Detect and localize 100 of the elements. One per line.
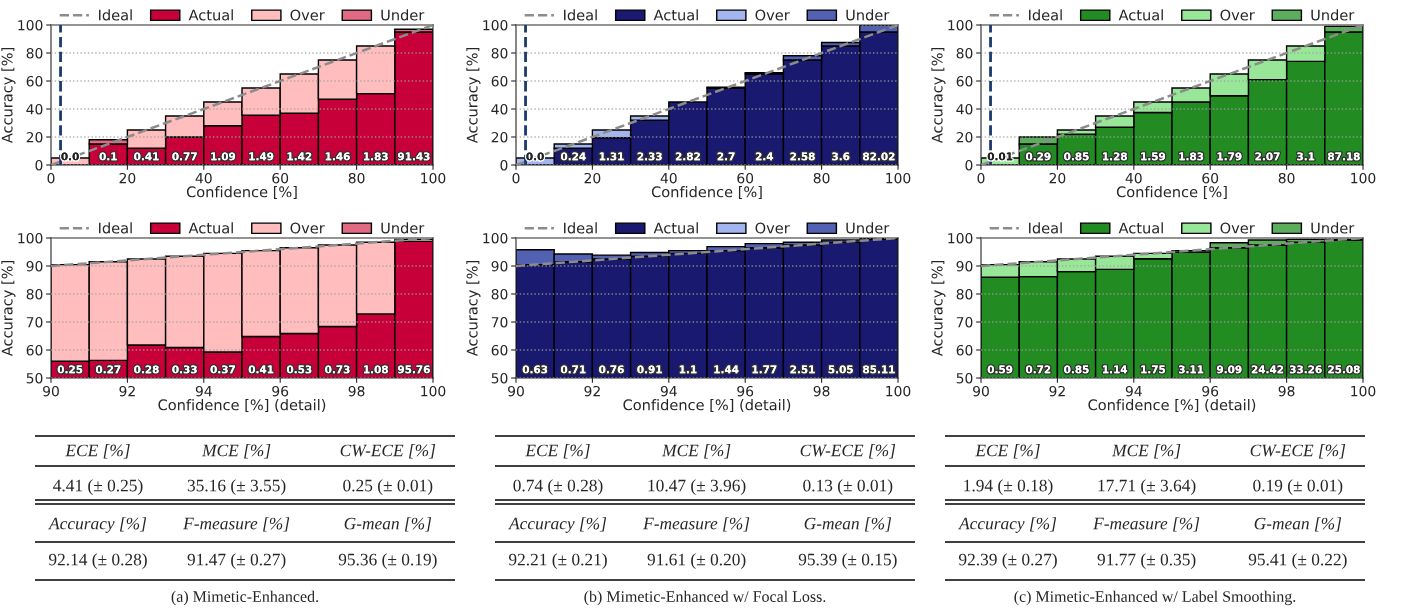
legend-label: Over bbox=[290, 222, 325, 234]
x-tick-label: 20 bbox=[1049, 172, 1066, 184]
text: ECE [%] bbox=[975, 444, 1040, 459]
x-tick-label: 100 bbox=[886, 172, 911, 184]
x-tick-label: 80 bbox=[348, 172, 365, 184]
x-tick-label: 98 bbox=[813, 385, 830, 397]
y-tick-label: 50 bbox=[491, 372, 508, 384]
annotation: 0.0 bbox=[526, 152, 544, 161]
annotation: 0.41 bbox=[134, 152, 159, 161]
text: G-mean [%] bbox=[804, 517, 892, 532]
annotation: 2.82 bbox=[675, 152, 700, 161]
text: 92.14 (± 0.28) bbox=[48, 553, 147, 569]
annotation: 33.26 bbox=[1289, 365, 1322, 374]
annotation: 1.79 bbox=[1217, 152, 1242, 161]
text: 91.61 (± 0.20) bbox=[647, 553, 746, 569]
text: 10.47 (± 3.96) bbox=[648, 479, 746, 495]
y-tick-label: 80 bbox=[26, 47, 43, 59]
legend-label: Over bbox=[290, 9, 325, 21]
y-tick-label: 60 bbox=[956, 75, 973, 87]
annotation: 1.49 bbox=[249, 152, 274, 161]
annotation: 2.51 bbox=[790, 365, 815, 374]
annotation: 5.05 bbox=[828, 365, 853, 374]
legend-label: Ideal bbox=[564, 9, 597, 21]
y-tick-label: 90 bbox=[491, 260, 508, 272]
text: 95.41 (± 0.22) bbox=[1248, 553, 1347, 569]
annotation: 1.77 bbox=[752, 365, 777, 374]
legend-label: Under bbox=[381, 222, 425, 234]
annotation: 0.28 bbox=[134, 365, 159, 374]
legend-label: Actual bbox=[188, 9, 233, 21]
x-tick-label: 100 bbox=[421, 385, 446, 397]
annotation: 2.58 bbox=[790, 152, 815, 161]
annotation: 82.02 bbox=[863, 152, 895, 161]
text: Accuracy [%] bbox=[48, 517, 147, 533]
legend-label: Under bbox=[1311, 9, 1355, 21]
legend-label: Under bbox=[846, 222, 890, 234]
x-tick-label: 100 bbox=[1351, 172, 1376, 184]
y-tick-label: 0 bbox=[35, 159, 43, 171]
legend-label: Ideal bbox=[99, 222, 132, 234]
x-tick-label: 40 bbox=[660, 172, 677, 184]
x-axis-title: Confidence [%] bbox=[186, 186, 297, 200]
x-tick-label: 92 bbox=[119, 385, 135, 397]
y-tick-label: 0 bbox=[500, 159, 508, 171]
text: CW-ECE [%] bbox=[1250, 444, 1346, 459]
text: Accuracy [%] bbox=[958, 517, 1057, 533]
annotation: 91.43 bbox=[397, 152, 430, 161]
y-tick-label: 100 bbox=[18, 232, 43, 244]
text: 1.94 (± 0.18) bbox=[964, 479, 1053, 495]
y-axis-title: Accuracy [%] bbox=[466, 261, 481, 357]
annotation: 0.33 bbox=[172, 365, 197, 374]
annotation: 1.44 bbox=[714, 365, 739, 374]
annotation: 1.1 bbox=[679, 365, 697, 374]
text: (c) Mimetic-Enhanced w/ Label Smoothing. bbox=[1014, 590, 1296, 606]
x-axis-title: Confidence [%] (detail) bbox=[1088, 399, 1256, 413]
text: G-mean [%] bbox=[1254, 517, 1342, 532]
x-tick-label: 94 bbox=[1125, 385, 1142, 397]
y-tick-label: 60 bbox=[956, 344, 973, 356]
x-axis-title: Confidence [%] bbox=[651, 186, 762, 200]
legend-label: Actual bbox=[653, 9, 698, 21]
y-axis-title: Accuracy [%] bbox=[1, 48, 16, 144]
annotation: 0.91 bbox=[637, 365, 662, 374]
y-tick-label: 80 bbox=[956, 288, 973, 300]
y-tick-label: 100 bbox=[948, 19, 973, 31]
annotation: 3.11 bbox=[1178, 365, 1204, 374]
annotation: 0.59 bbox=[987, 365, 1013, 374]
y-tick-label: 70 bbox=[491, 316, 508, 328]
y-tick-label: 20 bbox=[26, 131, 43, 143]
x-tick-label: 92 bbox=[1049, 385, 1065, 397]
annotation: 0.41 bbox=[248, 365, 274, 374]
legend-label: Actual bbox=[653, 222, 698, 234]
annotation: 0.76 bbox=[599, 365, 624, 374]
annotation: 2.33 bbox=[637, 152, 662, 161]
annotation: 0.27 bbox=[95, 365, 121, 374]
y-tick-label: 60 bbox=[26, 75, 43, 87]
annotation: 1.09 bbox=[211, 152, 236, 161]
legend-label: Ideal bbox=[564, 222, 597, 234]
y-tick-label: 80 bbox=[26, 288, 43, 300]
annotation: 25.08 bbox=[1328, 365, 1360, 374]
x-tick-label: 98 bbox=[348, 385, 365, 397]
annotation: 0.29 bbox=[1025, 152, 1051, 161]
text: F-measure [%] bbox=[643, 517, 750, 532]
text: 4.41 (± 0.25) bbox=[53, 479, 143, 495]
y-tick-label: 100 bbox=[948, 232, 973, 244]
text: F-measure [%] bbox=[1093, 517, 1200, 532]
legend-label: Ideal bbox=[1029, 9, 1062, 21]
annotation: 0.73 bbox=[325, 365, 350, 374]
annotation: 2.7 bbox=[717, 152, 735, 161]
annotation: 9.09 bbox=[1216, 365, 1242, 374]
text: 17.71 (± 3.64) bbox=[1098, 479, 1196, 495]
y-tick-label: 0 bbox=[965, 159, 973, 171]
x-tick-label: 96 bbox=[272, 385, 289, 397]
x-tick-label: 40 bbox=[1125, 172, 1142, 184]
annotation: 95.76 bbox=[397, 365, 430, 374]
text: MCE [%] bbox=[661, 444, 731, 459]
y-tick-label: 50 bbox=[26, 372, 43, 384]
text: ECE [%] bbox=[525, 444, 590, 459]
x-tick-label: 96 bbox=[1202, 385, 1219, 397]
text: 0.13 (± 0.01) bbox=[803, 479, 893, 495]
annotation: 0.0 bbox=[61, 152, 79, 161]
annotation: 1.14 bbox=[1103, 365, 1128, 374]
text: (b) Mimetic-Enhanced w/ Focal Loss. bbox=[584, 590, 826, 606]
